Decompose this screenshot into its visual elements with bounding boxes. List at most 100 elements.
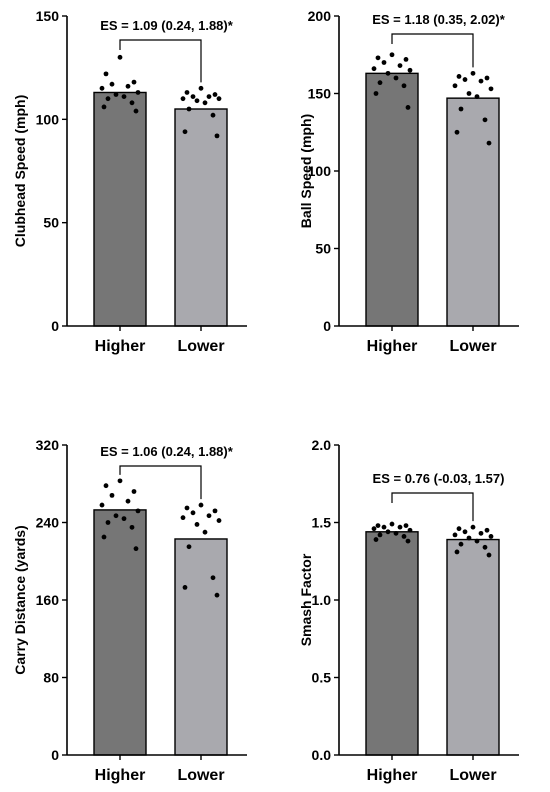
data-point-lower <box>474 538 480 544</box>
y-tick-label: 1.0 <box>312 592 332 608</box>
data-point-lower <box>478 78 484 84</box>
x-category-label: Higher <box>367 338 418 355</box>
data-point-lower <box>470 70 476 76</box>
x-category-label: Higher <box>367 767 418 784</box>
data-point-lower <box>486 140 492 146</box>
data-point-higher <box>101 104 107 110</box>
data-point-higher <box>109 492 115 498</box>
data-point-lower <box>212 508 218 514</box>
data-point-higher <box>109 81 115 87</box>
data-point-higher <box>101 534 107 540</box>
y-tick-label: 2.0 <box>312 437 332 453</box>
data-point-higher <box>407 527 413 533</box>
y-tick-label: 0.0 <box>312 747 332 763</box>
data-point-higher <box>133 108 139 114</box>
data-point-higher <box>129 100 135 106</box>
y-tick-label: 100 <box>36 111 60 127</box>
data-point-higher <box>99 502 105 508</box>
data-point-lower <box>190 94 196 99</box>
x-category-label: Lower <box>449 338 496 355</box>
y-tick-label: 0.5 <box>312 670 332 686</box>
significance-bracket <box>119 39 202 83</box>
y-tick-label: 0 <box>323 318 331 334</box>
data-point-lower <box>180 96 186 102</box>
data-point-higher <box>371 526 377 532</box>
data-point-higher <box>373 91 379 96</box>
data-point-lower <box>214 133 220 139</box>
data-point-lower <box>182 129 188 135</box>
y-tick-label: 240 <box>36 515 60 531</box>
data-point-higher <box>375 523 381 528</box>
data-point-lower <box>458 106 464 112</box>
y-tick-label: 0 <box>51 318 59 334</box>
data-point-higher <box>135 508 141 514</box>
x-category-label: Lower <box>177 767 224 784</box>
data-point-lower <box>216 96 222 102</box>
x-category-label: Lower <box>177 338 224 355</box>
data-point-higher <box>99 85 105 91</box>
data-point-higher <box>129 524 135 530</box>
data-point-lower <box>462 529 468 535</box>
chart-panel-1: 0 50 100 150 200 Higher Lower Ball Speed (mph) E… <box>298 8 519 355</box>
y-axis-title: Clubhead Speed (mph) <box>12 95 28 247</box>
data-point-lower <box>474 94 480 99</box>
data-point-lower <box>180 515 186 521</box>
data-point-lower <box>470 524 476 530</box>
data-point-higher <box>375 55 381 61</box>
data-point-higher <box>405 538 411 544</box>
data-point-higher <box>121 516 127 522</box>
effect-size-label: ES = 1.18 (0.35, 2.02)* <box>372 12 506 27</box>
data-point-lower <box>184 505 190 511</box>
data-point-lower <box>182 585 188 590</box>
data-point-lower <box>454 129 460 135</box>
data-point-higher <box>105 96 111 102</box>
data-point-higher <box>113 92 119 97</box>
bar-higher <box>365 531 419 756</box>
data-point-higher <box>117 478 123 484</box>
data-point-lower <box>482 544 488 550</box>
data-point-higher <box>121 94 127 99</box>
data-point-higher <box>403 57 409 62</box>
significance-bracket <box>119 465 202 500</box>
y-tick-label: 80 <box>43 670 59 686</box>
chart-panel-2: 0 80 160 240 320 Higher Lower Carry Distance (y… <box>12 437 247 784</box>
data-point-lower <box>198 502 204 508</box>
data-point-higher <box>113 513 119 519</box>
y-tick-label: 200 <box>308 8 332 24</box>
y-tick-label: 150 <box>36 8 60 24</box>
y-axis-title: Carry Distance (yards) <box>12 525 28 674</box>
data-point-higher <box>135 90 141 95</box>
data-point-higher <box>133 546 139 552</box>
y-tick-label: 50 <box>43 215 59 231</box>
data-point-higher <box>381 524 387 530</box>
data-point-lower <box>458 541 464 547</box>
data-point-higher <box>125 83 131 89</box>
data-point-higher <box>131 79 137 85</box>
bar-lower <box>174 538 228 756</box>
data-point-lower <box>482 117 488 123</box>
chart-panel-3: 0.0 0.5 1.0 1.5 2.0 Higher Lower Smash Factor ES… <box>298 437 519 784</box>
data-point-lower <box>456 74 462 79</box>
data-point-higher <box>397 524 403 530</box>
data-point-higher <box>401 534 407 539</box>
data-point-lower <box>206 94 212 99</box>
effect-size-label: ES = 1.09 (0.24, 1.88)* <box>100 18 234 33</box>
bar-higher <box>93 91 147 327</box>
data-point-lower <box>194 522 200 527</box>
bar-higher <box>93 509 147 756</box>
data-point-higher <box>385 70 391 76</box>
y-axis-title: Smash Factor <box>298 553 314 646</box>
x-category-label: Higher <box>95 338 146 355</box>
effect-size-label: ES = 1.06 (0.24, 1.88)* <box>100 444 234 459</box>
y-tick-label: 100 <box>308 163 332 179</box>
y-tick-label: 320 <box>36 437 60 453</box>
y-tick-label: 1.5 <box>312 515 332 531</box>
data-point-lower <box>202 100 208 106</box>
data-point-higher <box>125 498 131 504</box>
x-category-label: Lower <box>449 767 496 784</box>
data-point-higher <box>131 489 137 494</box>
data-point-lower <box>454 549 460 555</box>
data-point-higher <box>371 66 377 72</box>
data-point-lower <box>484 527 490 533</box>
